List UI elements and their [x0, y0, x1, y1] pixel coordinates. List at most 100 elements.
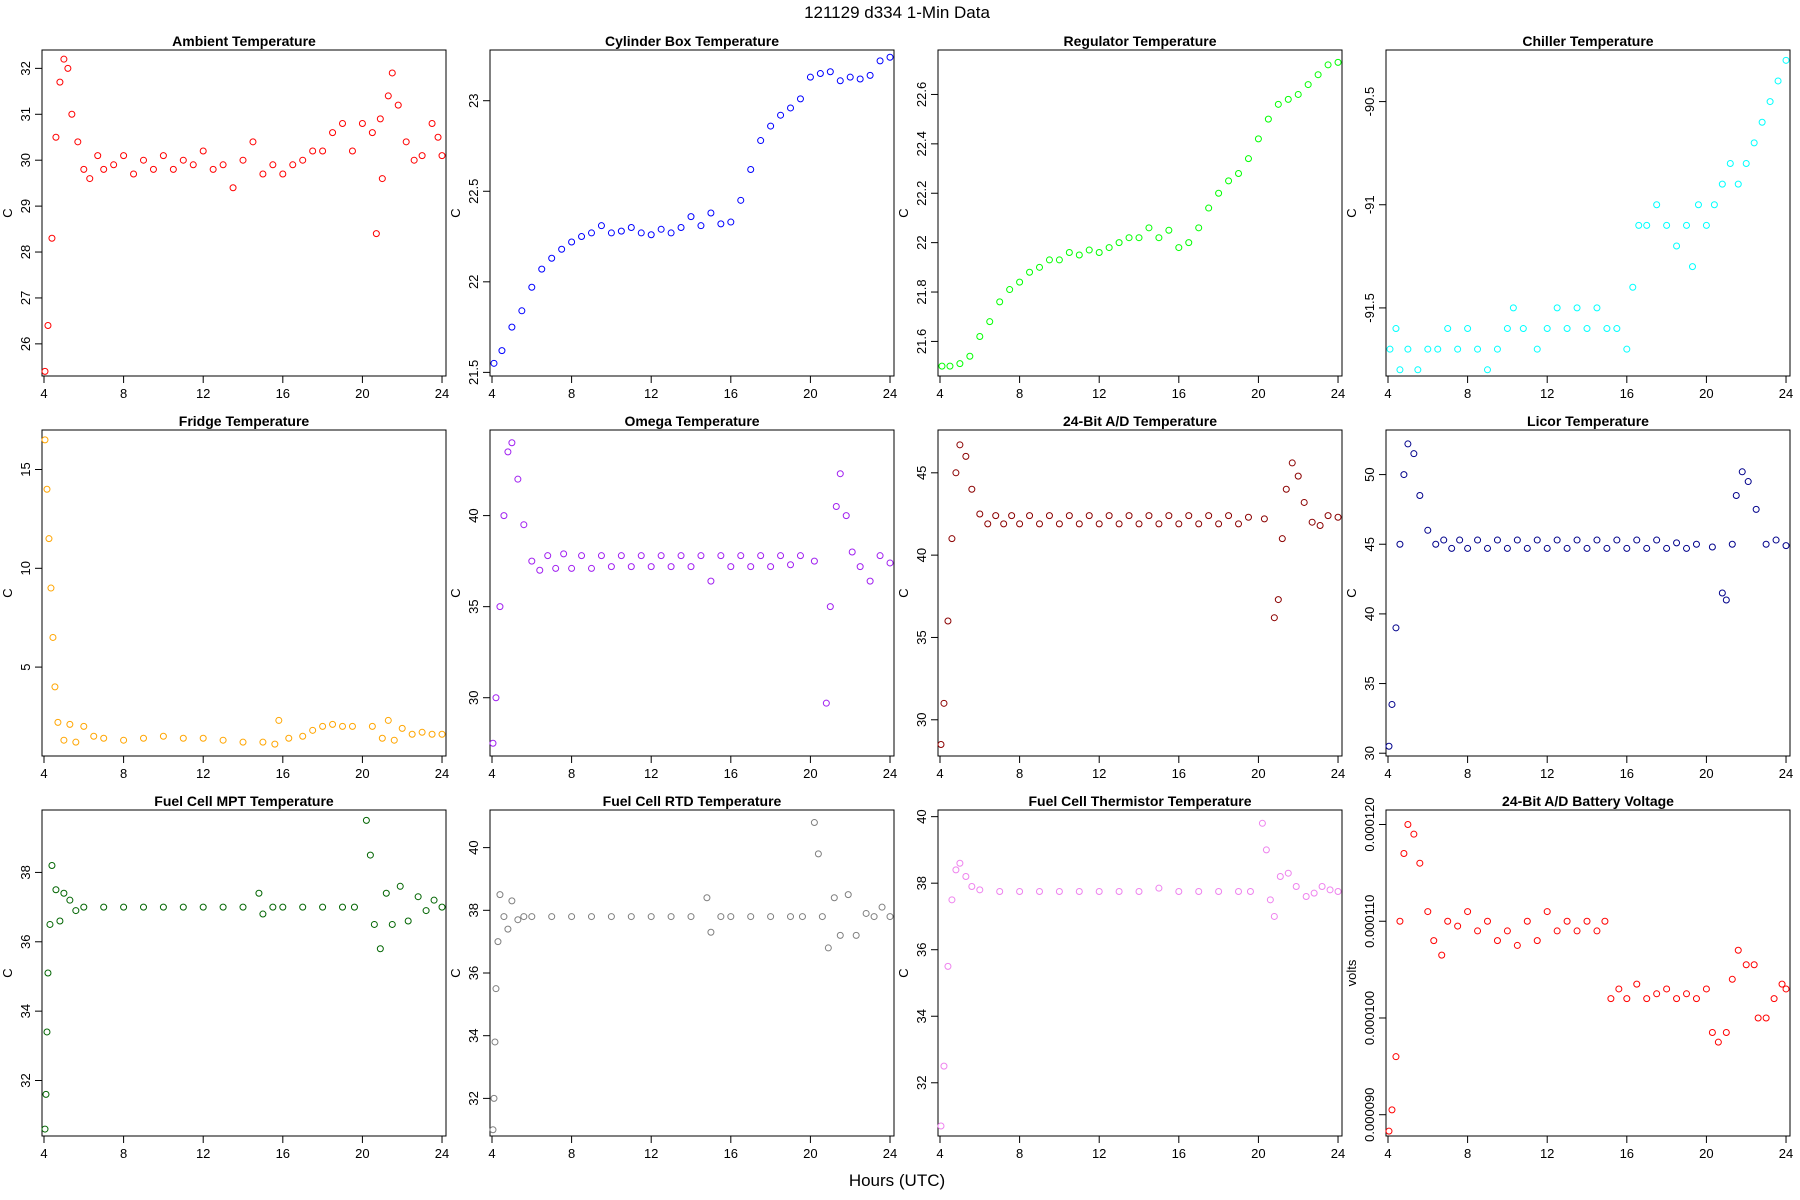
- panel-chiller-temperature-data-point: [1583, 325, 1591, 333]
- panel-omega-temperature-data-point: [552, 564, 560, 572]
- panel-24-bit-a-d-temperature-data-point: [1035, 520, 1043, 528]
- panel-regulator-temperature-data-point: [1035, 263, 1043, 271]
- panel-fuel-cell-mpt-temperature-data-point: [370, 920, 378, 928]
- panel-fuel-cell-mpt-temperature-ytick-label: 36: [18, 935, 33, 949]
- panel-regulator-temperature-xtick-label: 24: [1331, 386, 1345, 401]
- panel-24-bit-a-d-battery-voltage-data-point: [1400, 850, 1408, 858]
- panel-chiller-temperature-data-point: [1694, 201, 1702, 209]
- panel-24-bit-a-d-temperature-ytick-label: 45: [914, 466, 929, 480]
- panel-24-bit-a-d-temperature-data-point: [1316, 521, 1324, 529]
- panel-fridge-temperature-data-point: [390, 736, 398, 744]
- panel-fuel-cell-thermistor-temperature-xtick-label: 12: [1092, 1146, 1106, 1161]
- panel-fuel-cell-thermistor-temperature-data-point: [937, 1122, 945, 1130]
- panel-regulator-temperature-data-point: [1314, 71, 1322, 79]
- panel-24-bit-a-d-battery-voltage-data-point: [1444, 917, 1452, 925]
- panel-omega-temperature-data-point: [856, 563, 864, 571]
- panel-24-bit-a-d-temperature-xtick-label: 24: [1331, 766, 1345, 781]
- panel-licor-temperature-data-point: [1772, 536, 1780, 544]
- panel-fuel-cell-rtd-temperature-data-point: [494, 938, 502, 946]
- panel-24-bit-a-d-temperature-data-point: [1274, 596, 1282, 604]
- panel-fuel-cell-mpt-temperature-data-point: [43, 1028, 51, 1036]
- panel-fuel-cell-rtd-temperature-data-point: [647, 913, 655, 921]
- panel-fuel-cell-rtd-temperature-data-point: [568, 913, 576, 921]
- panel-fuel-cell-thermistor-temperature-data-point: [1258, 819, 1266, 827]
- panel-fuel-cell-rtd-temperature-data-point: [814, 850, 822, 858]
- panel-cylinder-box-temperature-xtick-label: 20: [803, 386, 817, 401]
- panel-fridge-temperature-data-point: [72, 738, 80, 746]
- panel-cylinder-box-temperature-data-point: [518, 307, 526, 315]
- panel-regulator-temperature-ytick-label: 22.2: [914, 181, 929, 206]
- panel-cylinder-box-temperature-data-point: [677, 223, 685, 231]
- panel-omega-temperature-data-point: [508, 439, 516, 447]
- panel-ambient-temperature-data-point: [329, 129, 337, 137]
- panel-24-bit-a-d-temperature-data-point: [1115, 520, 1123, 528]
- panel-fuel-cell-thermistor-temperature-data-point: [1302, 892, 1310, 900]
- panel-licor-temperature-xtick-label: 12: [1540, 766, 1554, 781]
- panel-fuel-cell-rtd-temperature-data-point: [747, 913, 755, 921]
- panel-fuel-cell-mpt-temperature-data-point: [414, 893, 422, 901]
- panel-cylinder-box-temperature-data-point: [826, 68, 834, 76]
- panel-cylinder-box-temperature-title: Cylinder Box Temperature: [605, 33, 779, 49]
- panel-licor-temperature-data-point: [1683, 544, 1691, 552]
- panel-fuel-cell-mpt-temperature-data-point: [80, 903, 88, 911]
- panel-fuel-cell-thermistor-temperature-ytick-label: 36: [914, 942, 929, 956]
- panel-regulator-temperature-data-point: [1095, 249, 1103, 257]
- panel-24-bit-a-d-temperature-data-point: [1235, 520, 1243, 528]
- panel-fuel-cell-mpt-temperature-data-point: [219, 903, 227, 911]
- panel-regulator-temperature-data-point: [1235, 169, 1243, 177]
- panel-cylinder-box-temperature-data-point: [657, 225, 665, 233]
- panel-fridge-temperature-data-point: [368, 722, 376, 730]
- panel-ambient-temperature-data-point: [56, 78, 64, 86]
- panel-fuel-cell-rtd-temperature-data-point: [727, 913, 735, 921]
- panel-fuel-cell-mpt-temperature-data-point: [46, 920, 54, 928]
- panel-fuel-cell-thermistor-temperature-ytick-label: 32: [914, 1076, 929, 1090]
- panel-cylinder-box-temperature-data-point: [836, 77, 844, 85]
- panel-regulator-temperature-data-point: [986, 318, 994, 326]
- panel-chiller-temperature: Chiller Temperature 4 8 12 16 20 24 -91.5 -91 -90…: [1344, 33, 1793, 401]
- panel-fuel-cell-mpt-temperature-data-point: [279, 903, 287, 911]
- panel-fuel-cell-thermistor-temperature-data-point: [1266, 896, 1274, 904]
- panel-licor-temperature-data-point: [1762, 540, 1770, 548]
- panel-regulator-temperature-data-point: [1195, 224, 1203, 232]
- panel-fridge-temperature-data-point: [438, 730, 446, 738]
- panel-24-bit-a-d-battery-voltage-xtick-label: 20: [1699, 1146, 1713, 1161]
- panel-24-bit-a-d-temperature-data-point: [1145, 512, 1153, 520]
- panel-24-bit-a-d-battery-voltage-ytick-label: 0.000110: [1362, 895, 1377, 948]
- panel-regulator-temperature-ytick-label: 21.6: [914, 329, 929, 354]
- panel-licor-temperature-data-point: [1503, 544, 1511, 552]
- panel-24-bit-a-d-battery-voltage-points: [1385, 821, 1790, 1135]
- panel-24-bit-a-d-battery-voltage-data-point: [1643, 995, 1651, 1003]
- panel-24-bit-a-d-battery-voltage-data-point: [1750, 961, 1758, 969]
- panel-ambient-temperature: Ambient Temperature 4 8 12 16 20 24 26 27 28 29 30 3…: [0, 33, 449, 401]
- panel-fuel-cell-thermistor-temperature-data-point: [1270, 912, 1278, 920]
- panel-cylinder-box-temperature-ytick-label: 23: [466, 93, 481, 107]
- panel-fridge-temperature-data-point: [179, 734, 187, 742]
- panel-24-bit-a-d-battery-voltage-data-point: [1623, 995, 1631, 1003]
- panel-omega-temperature-data-point: [747, 563, 755, 571]
- panel-24-bit-a-d-temperature-data-point: [1225, 512, 1233, 520]
- panel-omega-temperature-data-point: [568, 564, 576, 572]
- panel-licor-temperature-data-point: [1513, 536, 1521, 544]
- panel-fridge-temperature-data-point: [378, 734, 386, 742]
- panel-omega-temperature-data-point: [876, 552, 884, 560]
- panel-ambient-temperature-data-point: [44, 321, 52, 329]
- panel-24-bit-a-d-battery-voltage-data-point: [1653, 990, 1661, 998]
- panel-24-bit-a-d-battery-voltage-data-point: [1430, 937, 1438, 945]
- panel-licor-temperature-data-point: [1583, 544, 1591, 552]
- panel-fuel-cell-rtd-temperature-data-point: [548, 913, 556, 921]
- panel-fuel-cell-rtd-temperature-data-point: [607, 913, 615, 921]
- panel-licor-temperature-data-point: [1464, 544, 1472, 552]
- panel-cylinder-box-temperature-data-point: [816, 70, 824, 78]
- panel-24-bit-a-d-battery-voltage-data-point: [1593, 927, 1601, 935]
- panel-ambient-temperature-data-point: [179, 156, 187, 164]
- panel-licor-temperature-ylabel: C: [1344, 588, 1359, 597]
- panel-fuel-cell-thermistor-temperature-data-point: [968, 883, 976, 891]
- panel-licor-temperature-ytick-label: 40: [1362, 607, 1377, 621]
- panel-24-bit-a-d-temperature-data-point: [1085, 512, 1093, 520]
- panel-fuel-cell-mpt-temperature-data-point: [339, 903, 347, 911]
- panel-omega-temperature-data-point: [637, 552, 645, 560]
- panel-24-bit-a-d-battery-voltage-data-point: [1503, 927, 1511, 935]
- panel-24-bit-a-d-temperature-data-point: [1270, 614, 1278, 622]
- panel-fridge-temperature-data-point: [54, 718, 62, 726]
